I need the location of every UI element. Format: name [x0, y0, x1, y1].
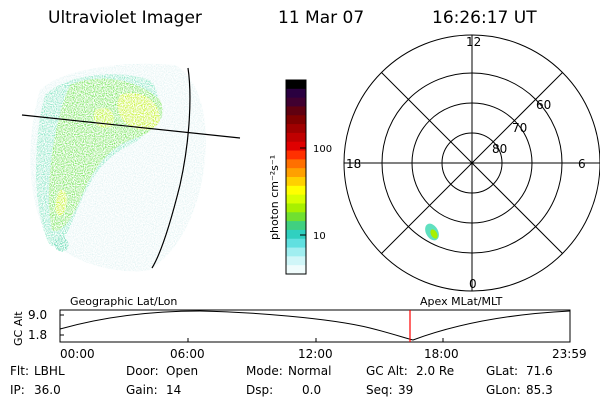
colorbar-label-100: 100: [313, 144, 332, 155]
colorbar-swatch: [286, 256, 306, 266]
glat-value: 71.6: [526, 364, 553, 378]
seq-value: 39: [398, 383, 414, 397]
colorbar-swatch: [286, 106, 306, 116]
colorbar-unit-label: photon cm⁻²s⁻¹: [268, 155, 281, 240]
colorbar-swatch: [286, 80, 306, 90]
y-tick-1.8: 1.8: [28, 328, 47, 342]
polar-plot: [343, 34, 600, 292]
timeline-y-title: GC Alt: [12, 311, 25, 346]
door-label: Door:: [126, 364, 159, 378]
lat-70-label: 70: [512, 121, 527, 135]
colorbar-swatch: [286, 97, 306, 108]
mode-value: Normal: [288, 364, 332, 378]
gcalt-value: 2.0 Re: [416, 364, 455, 378]
colorbar-swatch: [286, 265, 306, 275]
door-value: Open: [166, 364, 199, 378]
polar-aurora-spot: [425, 223, 439, 241]
gain-value: 14: [166, 383, 182, 397]
x-tick-1200: 12:00: [298, 347, 333, 361]
auroral-image: [21, 63, 241, 272]
colorbar-swatch: [286, 177, 306, 187]
colorbar-swatch: [286, 238, 306, 249]
colorbar-swatch: [286, 124, 306, 134]
colorbar-swatch: [286, 185, 306, 196]
glon-value: 85.3: [526, 383, 553, 397]
colorbar: [286, 80, 306, 275]
ip-label: IP:: [10, 383, 25, 397]
colorbar-label-10: 10: [313, 231, 326, 242]
colorbar-swatch: [286, 88, 306, 99]
flt-value: LBHL: [34, 364, 65, 378]
gcalt-label: GC Alt:: [366, 364, 408, 378]
seq-label: Seq:: [366, 383, 393, 397]
colorbar-swatch: [286, 141, 306, 152]
lat-60-label: 60: [536, 98, 551, 112]
lat-80-label: 80: [492, 142, 507, 156]
colorbar-swatch: [286, 150, 306, 160]
colorbar-swatch: [286, 221, 306, 231]
y-tick-9: 9.0: [28, 308, 47, 322]
colorbar-swatch: [286, 159, 306, 169]
mode-label: Mode:: [246, 364, 283, 378]
x-tick-0600: 06:00: [170, 347, 205, 361]
mlt-18-label: 18: [346, 157, 361, 171]
colorbar-swatch: [286, 194, 306, 205]
date-label: 11 Mar 07: [278, 8, 365, 28]
dsp-label: Dsp:: [246, 383, 274, 397]
colorbar-swatch: [286, 212, 306, 222]
timeline-plot: [59, 309, 571, 343]
colorbar-swatch: [286, 203, 306, 213]
flt-label: Flt:: [10, 364, 29, 378]
colorbar-swatch: [286, 229, 306, 240]
app-title: Ultraviolet Imager: [48, 8, 202, 28]
ip-value: 36.0: [34, 383, 61, 397]
mlt-12-label: 12: [466, 35, 481, 49]
time-label: 16:26:17 UT: [432, 8, 537, 28]
x-tick-1800: 18:00: [424, 347, 459, 361]
glat-label: GLat:: [486, 364, 519, 378]
apex-label: Apex MLat/MLT: [420, 295, 503, 308]
dsp-value: 0.0: [302, 383, 322, 397]
colorbar-swatch: [286, 115, 306, 125]
colorbar-swatch: [286, 168, 306, 178]
colorbar-frame: [285, 79, 307, 275]
mlt-6-label: 6: [578, 157, 586, 171]
colorbar-swatch: [286, 132, 306, 143]
mlt-0-label: 0: [469, 277, 477, 291]
gain-label: Gain:: [126, 383, 158, 397]
glon-label: GLon:: [486, 383, 521, 397]
x-tick-2359: 23:59: [552, 347, 587, 361]
geographic-label: Geographic Lat/Lon: [70, 295, 177, 308]
colorbar-swatch: [286, 247, 306, 257]
x-tick-0000: 00:00: [60, 347, 95, 361]
